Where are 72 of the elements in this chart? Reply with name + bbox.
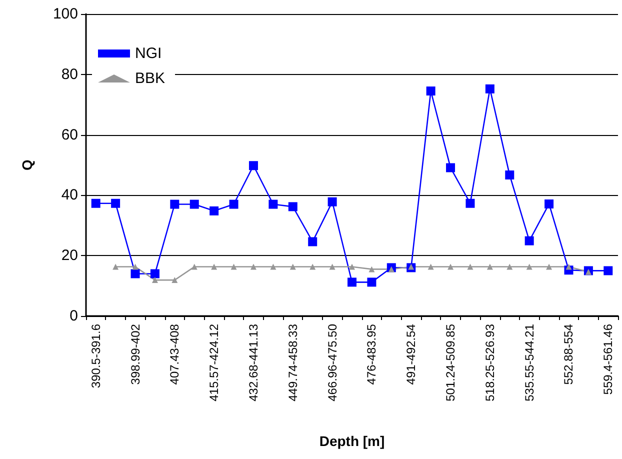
point (524, 236, 534, 246)
x-tick-label: 407.43-408 (168, 324, 182, 385)
x-tick-label: 432.68-441.13 (246, 324, 260, 402)
point (367, 278, 376, 287)
point (408, 264, 414, 270)
point (290, 264, 296, 270)
x-tick-label: 390.5-391.6 (88, 324, 103, 388)
x-tick-label: 559.4-561.46 (601, 324, 616, 395)
point (130, 269, 140, 278)
point (448, 264, 454, 270)
point (91, 198, 100, 208)
point (428, 264, 434, 270)
point (349, 264, 355, 270)
point (329, 264, 336, 270)
point (308, 237, 318, 246)
x-tick-label: 491-492.54 (404, 324, 418, 385)
x-tick-label: 449.74-458.33 (286, 324, 300, 402)
point (486, 264, 493, 270)
point (170, 200, 180, 209)
point (248, 161, 258, 170)
y-tick-label: 20 (61, 247, 78, 264)
point (111, 198, 120, 208)
point (268, 200, 278, 209)
y-tick-label: 0 (70, 308, 78, 324)
y-tick-label: 40 (61, 186, 78, 204)
point (150, 269, 160, 278)
x-tick-label: 552.88-554 (562, 324, 576, 385)
point (485, 84, 494, 94)
point (288, 202, 298, 212)
legend-label: BBK (135, 70, 166, 87)
x-tick-label: 398.99-402 (128, 324, 142, 385)
point (446, 163, 456, 172)
point (566, 264, 572, 270)
point (368, 266, 375, 272)
x-tick-label: 518.25-526.93 (482, 324, 497, 402)
x-tick-label: 476-483.95 (364, 324, 379, 385)
point (526, 264, 532, 270)
point (190, 200, 199, 209)
point (546, 264, 552, 270)
point (467, 264, 474, 270)
point (328, 197, 337, 206)
x-tick-label: 415.57-424.12 (207, 324, 222, 402)
point (426, 86, 436, 96)
point (505, 170, 514, 180)
point (388, 266, 394, 272)
point (112, 264, 119, 270)
point (152, 277, 158, 284)
point (132, 264, 138, 270)
point (466, 198, 475, 208)
x-tick-label: 535.55-544.21 (522, 324, 536, 402)
point (270, 264, 276, 270)
point (348, 278, 356, 287)
point (604, 266, 613, 276)
point (172, 277, 178, 284)
y-tick-label: 100 (52, 6, 78, 22)
y-tick-label: 80 (61, 66, 78, 83)
point (250, 264, 256, 270)
x-axis-title: Depth [m] (319, 433, 385, 449)
point (585, 268, 592, 275)
x-tick-label: 466.96-475.50 (325, 324, 340, 402)
point (230, 264, 237, 270)
x-tick-label: 501.24-509.85 (444, 324, 458, 402)
y-axis-title: Q (19, 159, 35, 170)
point (310, 264, 316, 270)
point (191, 264, 198, 270)
point (544, 199, 554, 208)
point (506, 264, 513, 270)
point (229, 200, 238, 209)
point (211, 264, 218, 270)
y-tick-label: 60 (61, 126, 78, 144)
legend-label: NGI (135, 45, 162, 62)
point (210, 206, 219, 216)
